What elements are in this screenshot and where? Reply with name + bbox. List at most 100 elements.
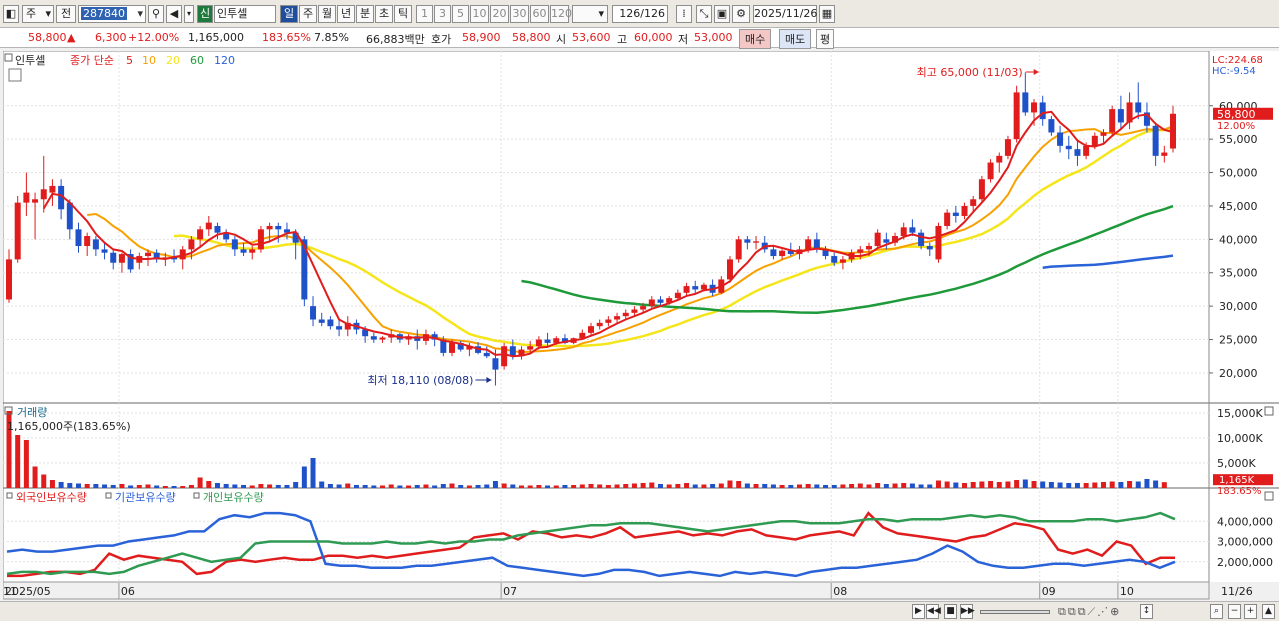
zoom-icon[interactable]: ⌕ bbox=[1210, 604, 1223, 619]
interval-button-5[interactable]: 5 bbox=[452, 5, 469, 23]
panel-menu-icon[interactable] bbox=[4, 53, 13, 62]
up-icon[interactable]: ▲ bbox=[1262, 604, 1275, 619]
panel-menu-icon[interactable] bbox=[4, 406, 13, 415]
volume-bar bbox=[562, 485, 568, 488]
search-icon[interactable]: ⚲ bbox=[148, 5, 164, 23]
volume-bar bbox=[901, 483, 907, 488]
scale-icon[interactable]: ↕ bbox=[1140, 604, 1153, 619]
drawing-tools-icon[interactable]: ⧉⧉⧉⟋⋰⊕ bbox=[1058, 605, 1122, 618]
volume-bar bbox=[145, 484, 151, 488]
volume-bar bbox=[519, 485, 525, 488]
volume-bar bbox=[1118, 482, 1124, 488]
panel-close-icon[interactable] bbox=[1264, 406, 1274, 416]
bottom-toolbar: ▶ ◀◀ ■ ▶▶ ↕ ⌕ − + ▲ ⧉⧉⧉⟋⋰⊕ bbox=[0, 601, 1279, 621]
table-icon[interactable] bbox=[8, 68, 22, 82]
chevron-down-icon[interactable]: ▾ bbox=[184, 5, 194, 23]
high-arrow-head bbox=[1033, 69, 1039, 75]
panel-close-icon[interactable] bbox=[1264, 491, 1274, 501]
candle-body bbox=[440, 339, 447, 353]
speaker-icon[interactable]: ◀ bbox=[166, 5, 182, 23]
period-tab-5[interactable]: 초 bbox=[375, 5, 393, 23]
candle-body bbox=[518, 349, 525, 357]
period-dropdown[interactable]: 주 ▾ bbox=[22, 5, 54, 23]
candle-body bbox=[640, 306, 647, 310]
volume-bar bbox=[67, 483, 73, 488]
date-field[interactable]: 2025/11/26 bbox=[753, 5, 817, 23]
stop-icon[interactable]: ■ bbox=[944, 604, 957, 619]
zoom-out-icon[interactable]: − bbox=[1228, 604, 1241, 619]
x-axis-label: 07 bbox=[503, 585, 517, 598]
candle-body bbox=[892, 236, 899, 243]
volume-bar bbox=[336, 484, 342, 488]
stock-code-input[interactable]: 287840 ▾ bbox=[78, 5, 146, 23]
period-tab-2[interactable]: 월 bbox=[318, 5, 336, 23]
candle-body bbox=[1022, 92, 1029, 113]
interval-button-3[interactable]: 3 bbox=[434, 5, 451, 23]
chart-area[interactable]: 60,00055,00050,00045,00040,00035,00030,0… bbox=[3, 51, 1279, 601]
candle-body bbox=[1161, 152, 1168, 156]
candle-body bbox=[6, 259, 12, 300]
calendar-icon[interactable]: ▦ bbox=[819, 5, 835, 23]
volume-bar bbox=[232, 484, 238, 488]
candle-body bbox=[40, 189, 47, 200]
sell-button[interactable]: 매도 bbox=[779, 29, 812, 49]
interval-button-30[interactable]: 30 bbox=[510, 5, 529, 23]
forward-icon[interactable]: ▶▶ bbox=[960, 604, 975, 619]
interval-button-60[interactable]: 60 bbox=[530, 5, 549, 23]
candle-body bbox=[944, 212, 951, 226]
period-tab-0[interactable]: 일 bbox=[280, 5, 298, 23]
candle-body bbox=[23, 192, 30, 203]
interval-button-10[interactable]: 10 bbox=[470, 5, 489, 23]
y-tick-label: 25,000 bbox=[1219, 334, 1258, 347]
candle-body bbox=[223, 232, 230, 240]
candle-body bbox=[1100, 132, 1107, 136]
rewind-icon[interactable]: ◀◀ bbox=[926, 604, 941, 619]
volume-bar bbox=[406, 485, 412, 488]
count-field[interactable]: 126/126 bbox=[612, 5, 668, 23]
candle-body bbox=[188, 239, 195, 250]
stock-name-field[interactable]: 인투셀 bbox=[214, 5, 276, 23]
save-icon[interactable]: ▣ bbox=[714, 5, 730, 23]
crosshair-icon[interactable]: ⤡ bbox=[696, 5, 712, 23]
period-tab-3[interactable]: 년 bbox=[337, 5, 355, 23]
holdings-legend-1: 기관보유수량 bbox=[115, 491, 176, 504]
volume-bar bbox=[41, 474, 47, 488]
window-icon[interactable]: ◧ bbox=[3, 5, 19, 23]
prev-button[interactable]: 전 bbox=[56, 5, 76, 23]
period-tab-1[interactable]: 주 bbox=[299, 5, 317, 23]
candle-body bbox=[266, 225, 273, 230]
volume-bar bbox=[692, 484, 698, 488]
interval-dropdown[interactable]: ▾ bbox=[572, 5, 608, 23]
candle-body bbox=[1074, 149, 1081, 156]
candle-body bbox=[952, 212, 959, 216]
volume-bar bbox=[362, 485, 368, 488]
interval-button-20[interactable]: 20 bbox=[490, 5, 509, 23]
interval-button-120[interactable]: 120 bbox=[550, 5, 572, 23]
candle-body bbox=[32, 199, 39, 203]
scroll-slider[interactable] bbox=[980, 610, 1050, 614]
x-axis-label: 10 bbox=[1120, 585, 1134, 598]
turnover-rate: 7.85% bbox=[314, 31, 349, 44]
volume-bar bbox=[545, 485, 551, 488]
volume-bar bbox=[1031, 481, 1037, 488]
gear-icon[interactable]: ⚙ bbox=[732, 5, 750, 23]
play-icon[interactable]: ▶ bbox=[912, 604, 925, 619]
candle-body bbox=[66, 202, 73, 230]
candle-body bbox=[362, 329, 369, 337]
eval-button[interactable]: 평 bbox=[816, 29, 835, 49]
volume-bar bbox=[1101, 482, 1107, 488]
price-change: 6,300 bbox=[95, 31, 127, 44]
holdings-line-2 bbox=[6, 511, 1176, 576]
volume-y-tick-label: 5,000K bbox=[1217, 457, 1256, 470]
lc-label: LC:224.68 bbox=[1212, 55, 1263, 66]
change-percent: +12.00% bbox=[128, 31, 180, 44]
buy-button[interactable]: 매수 bbox=[739, 29, 772, 49]
volume-percent: 183.65% bbox=[262, 31, 311, 44]
period-tab-4[interactable]: 분 bbox=[356, 5, 374, 23]
volume-bar bbox=[892, 483, 898, 488]
grid-icon[interactable]: ⁞ bbox=[676, 5, 692, 23]
volume-bar bbox=[536, 485, 542, 488]
zoom-in-icon[interactable]: + bbox=[1244, 604, 1257, 619]
period-tab-6[interactable]: 틱 bbox=[394, 5, 412, 23]
interval-button-1[interactable]: 1 bbox=[416, 5, 433, 23]
